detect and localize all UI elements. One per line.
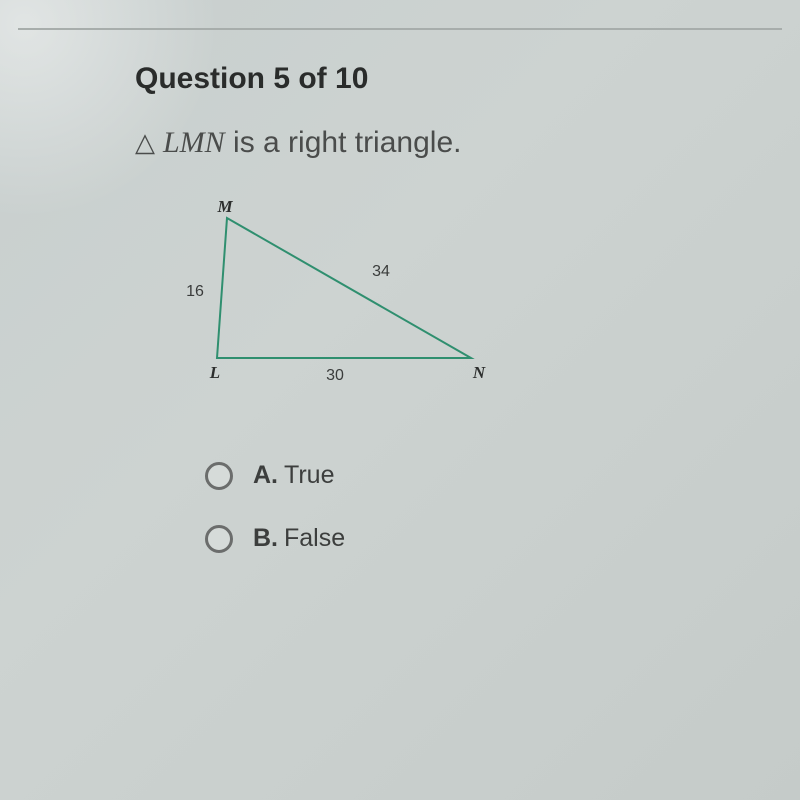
svg-text:34: 34 — [372, 263, 390, 280]
triangle-diagram: M L N 16 30 34 — [165, 200, 760, 405]
question-stem: △ LMN is a right triangle. — [135, 126, 760, 160]
svg-text:30: 30 — [326, 367, 344, 384]
svg-text:N: N — [472, 363, 486, 382]
option-a[interactable]: A.True — [205, 461, 760, 490]
top-divider — [18, 28, 782, 30]
svg-text:M: M — [216, 200, 233, 216]
option-label: True — [284, 461, 334, 489]
option-letter: A. — [253, 461, 278, 489]
question-number-title: Question 5 of 10 — [135, 62, 760, 96]
question-panel: Question 5 of 10 △ LMN is a right triang… — [135, 62, 760, 587]
svg-text:L: L — [209, 363, 220, 382]
option-label: False — [284, 524, 345, 552]
option-text: A.True — [253, 461, 334, 490]
option-letter: B. — [253, 524, 278, 552]
radio-icon[interactable] — [205, 462, 233, 490]
option-b[interactable]: B.False — [205, 524, 760, 553]
svg-text:16: 16 — [186, 283, 204, 300]
triangle-svg: M L N 16 30 34 — [165, 200, 505, 400]
triangle-name: LMN is a right triangle. — [163, 126, 461, 160]
option-text: B.False — [253, 524, 345, 553]
answer-options: A.True B.False — [205, 461, 760, 553]
triangle-icon: △ — [135, 129, 155, 155]
radio-icon[interactable] — [205, 525, 233, 553]
